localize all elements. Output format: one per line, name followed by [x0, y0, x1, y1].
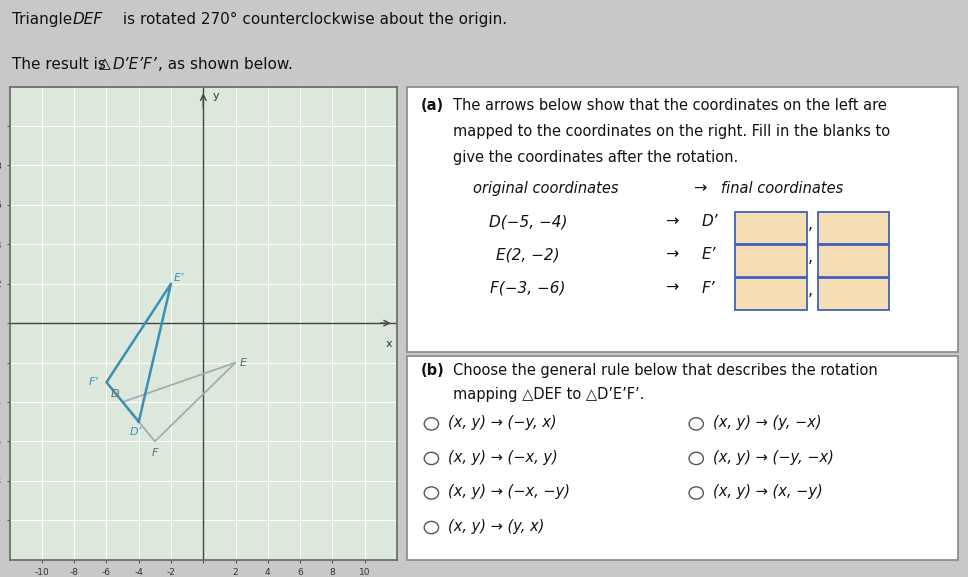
Circle shape: [424, 522, 439, 534]
Text: F’: F’: [89, 377, 99, 387]
Text: E(2, −2): E(2, −2): [497, 248, 560, 263]
Text: y: y: [213, 91, 220, 102]
Text: (x, y) → (y, x): (x, y) → (y, x): [448, 519, 544, 534]
Text: (a): (a): [420, 99, 443, 113]
Text: (x, y) → (−x, y): (x, y) → (−x, y): [448, 450, 558, 465]
Text: D(−5, −4): D(−5, −4): [489, 214, 567, 229]
Text: The result is: The result is: [12, 57, 110, 72]
Text: →: →: [693, 181, 707, 196]
FancyBboxPatch shape: [818, 245, 890, 277]
Text: is rotated 270° counterclockwise about the origin.: is rotated 270° counterclockwise about t…: [118, 12, 507, 27]
Text: →: →: [665, 248, 679, 263]
Text: E: E: [240, 358, 247, 368]
Text: give the coordinates after the rotation.: give the coordinates after the rotation.: [453, 151, 739, 166]
Text: (x, y) → (−x, −y): (x, y) → (−x, −y): [448, 485, 570, 500]
Circle shape: [424, 418, 439, 430]
Text: F(−3, −6): F(−3, −6): [490, 280, 565, 295]
FancyBboxPatch shape: [407, 87, 958, 351]
Text: mapped to the coordinates on the right. Fill in the blanks to: mapped to the coordinates on the right. …: [453, 125, 891, 140]
Circle shape: [689, 487, 704, 499]
FancyBboxPatch shape: [407, 356, 958, 560]
Text: ,: ,: [808, 283, 813, 298]
FancyBboxPatch shape: [735, 245, 806, 277]
Text: D: D: [110, 389, 119, 399]
Circle shape: [689, 418, 704, 430]
Text: △: △: [99, 57, 110, 72]
Text: ,: ,: [808, 250, 813, 265]
Text: D’E’F’: D’E’F’: [112, 57, 157, 72]
Text: , as shown below.: , as shown below.: [158, 57, 292, 72]
Text: (x, y) → (−y, x): (x, y) → (−y, x): [448, 415, 557, 430]
Text: (x, y) → (y, −x): (x, y) → (y, −x): [712, 415, 822, 430]
FancyBboxPatch shape: [735, 212, 806, 244]
Circle shape: [424, 487, 439, 499]
FancyBboxPatch shape: [735, 278, 806, 310]
Text: E’: E’: [702, 248, 716, 263]
Text: original coordinates: original coordinates: [472, 181, 619, 196]
Text: (x, y) → (x, −y): (x, y) → (x, −y): [712, 485, 823, 500]
Text: ,: ,: [808, 217, 813, 231]
Circle shape: [424, 452, 439, 464]
Text: D’: D’: [702, 214, 718, 229]
Text: Triangle: Triangle: [12, 12, 76, 27]
Text: (b): (b): [420, 364, 444, 379]
Text: (x, y) → (−y, −x): (x, y) → (−y, −x): [712, 450, 833, 465]
Text: →: →: [665, 214, 679, 229]
Text: F: F: [152, 448, 158, 458]
Text: final coordinates: final coordinates: [721, 181, 843, 196]
Text: F’: F’: [702, 280, 715, 295]
Text: mapping △DEF to △D’E’F’.: mapping △DEF to △D’E’F’.: [453, 387, 645, 402]
Text: Choose the general rule below that describes the rotation: Choose the general rule below that descr…: [453, 364, 878, 379]
Text: x: x: [385, 339, 392, 349]
Text: The arrows below show that the coordinates on the left are: The arrows below show that the coordinat…: [453, 99, 888, 113]
Text: DEF: DEF: [73, 12, 103, 27]
FancyBboxPatch shape: [818, 278, 890, 310]
Circle shape: [689, 452, 704, 464]
FancyBboxPatch shape: [818, 212, 890, 244]
Text: D’: D’: [130, 426, 141, 437]
Text: E’: E’: [174, 273, 184, 283]
Text: →: →: [665, 280, 679, 295]
